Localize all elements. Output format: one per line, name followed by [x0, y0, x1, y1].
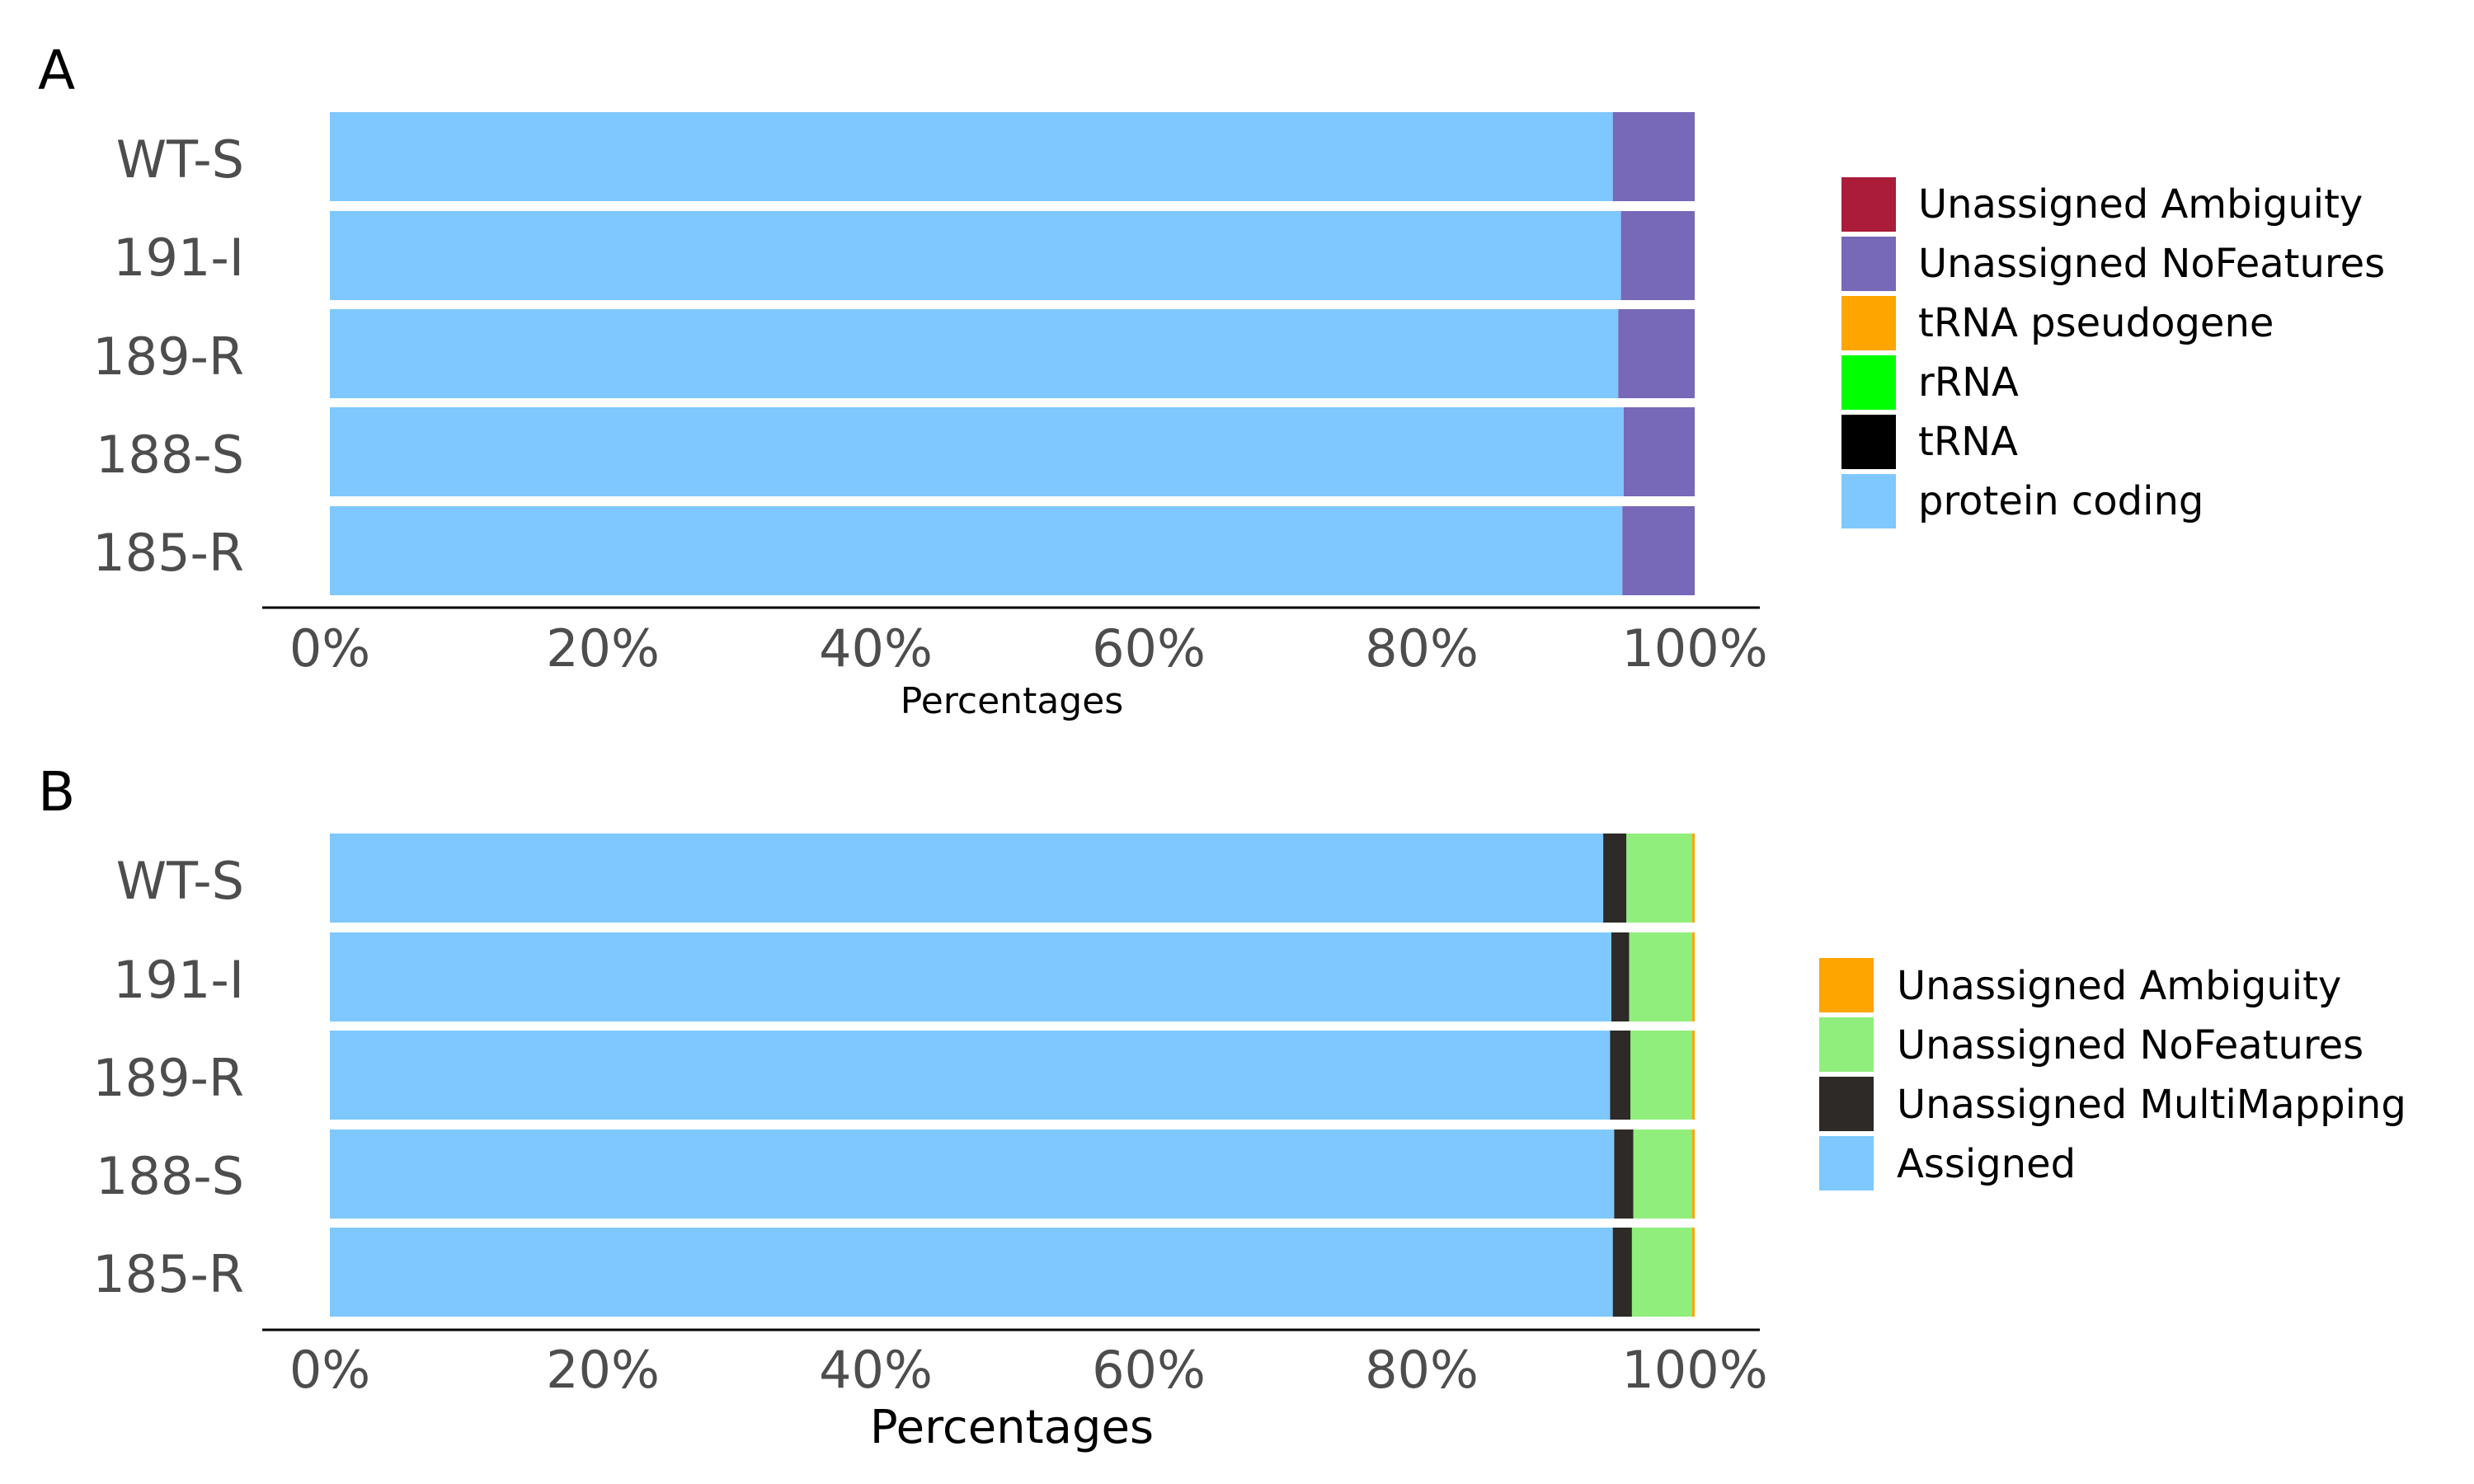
bar-segment-b-188-s-unassigned-nofeatures [1633, 1129, 1692, 1219]
x-tick-label: 20% [546, 1340, 660, 1400]
x-tick-label: 100% [1621, 618, 1767, 679]
legend-label: Unassigned MultiMapping [1897, 1082, 2406, 1128]
bar-segment-b-wt-s-unassigned-ambiguity [1691, 834, 1695, 923]
legend-swatch [1819, 1136, 1874, 1190]
x-tick-label: 20% [546, 618, 660, 679]
legend-swatch [1841, 415, 1896, 469]
panel-b-x-axis-title: Percentages [870, 1401, 1154, 1454]
x-tick-label: 40% [819, 618, 933, 679]
bar-segment-a-191-i-unassigned-nofeatures [1620, 211, 1695, 300]
legend-label: Unassigned NoFeatures [1918, 241, 2385, 287]
legend-label: tRNA [1918, 419, 2018, 465]
legend-label: rRNA [1918, 359, 2019, 406]
panel-b: B WT-S 191-I 189-R 188-S 185-R 0% 20% 40… [38, 760, 2406, 1454]
bar-segment-a-189-r-unassigned-nofeatures [1618, 309, 1695, 398]
x-tick-label: 100% [1621, 1340, 1767, 1400]
panel-a-legend: Unassigned Ambiguity Unassigned NoFeatur… [1841, 177, 2385, 528]
bar-segment-b-189-r-assigned [330, 1031, 1611, 1120]
bar-segment-a-188-s-unassigned-nofeatures [1623, 407, 1695, 496]
legend-label: protein coding [1918, 478, 2204, 524]
bar-segment-b-189-r-unassigned-multimapping [1610, 1031, 1631, 1120]
panel-a-category-labels: WT-S 191-I 189-R 188-S 185-R [92, 129, 244, 583]
category-label: 191-I [113, 228, 244, 288]
bar-segment-a-185-r-protein-coding [330, 506, 1623, 595]
legend-swatch [1841, 177, 1896, 232]
panel-b-bars [330, 834, 1695, 1317]
bar-segment-b-188-s-unassigned-ambiguity [1691, 1129, 1695, 1219]
legend-swatch [1841, 474, 1896, 528]
legend-label: Unassigned Ambiguity [1918, 181, 2363, 228]
x-tick-label: 40% [819, 1340, 933, 1400]
legend-label: Unassigned NoFeatures [1897, 1022, 2363, 1068]
panel-b-category-labels: WT-S 191-I 189-R 188-S 185-R [92, 851, 244, 1304]
x-tick-label: 60% [1092, 618, 1206, 679]
legend-swatch [1841, 355, 1896, 410]
legend-swatch [1819, 1077, 1874, 1131]
panel-b-x-ticks: 0% 20% 40% 60% 80% 100% [289, 1340, 1768, 1400]
bar-segment-b-189-r-unassigned-nofeatures [1630, 1031, 1692, 1120]
bar-segment-a-wt-s-unassigned-nofeatures [1612, 112, 1695, 201]
category-label: 189-R [92, 326, 244, 387]
category-label: 191-I [113, 950, 244, 1010]
panel-a: A WT-S 191-I 189-R 188-S 185-R 0% 20% 40… [38, 39, 2385, 722]
panel-b-legend: Unassigned Ambiguity Unassigned NoFeatur… [1819, 958, 2406, 1190]
category-label: 185-R [92, 523, 244, 583]
bar-segment-b-185-r-unassigned-nofeatures [1631, 1228, 1692, 1317]
category-label: 185-R [92, 1244, 244, 1304]
panel-a-bars [330, 112, 1695, 595]
bar-segment-a-wt-s-protein-coding [330, 112, 1613, 201]
bar-segment-b-185-r-assigned [330, 1228, 1613, 1317]
bar-segment-b-191-i-unassigned-ambiguity [1691, 932, 1695, 1021]
bar-segment-b-185-r-unassigned-ambiguity [1691, 1228, 1695, 1317]
category-label: 188-S [96, 1146, 244, 1206]
bar-segment-b-188-s-unassigned-multimapping [1614, 1129, 1634, 1219]
x-tick-label: 80% [1365, 618, 1479, 679]
x-tick-label: 80% [1365, 1340, 1479, 1400]
panel-a-x-ticks: 0% 20% 40% 60% 80% 100% [289, 618, 1768, 679]
panel-a-tag: A [38, 39, 75, 102]
bar-segment-a-189-r-protein-coding [330, 309, 1619, 398]
bar-segment-b-189-r-unassigned-ambiguity [1691, 1031, 1695, 1120]
legend-swatch [1819, 958, 1874, 1012]
bar-segment-a-188-s-protein-coding [330, 407, 1624, 496]
legend-label: tRNA pseudogene [1918, 300, 2274, 346]
legend-label: Assigned [1897, 1141, 2076, 1187]
panel-a-x-axis-title: Percentages [901, 680, 1123, 722]
legend-label: Unassigned Ambiguity [1897, 963, 2341, 1009]
panel-b-tag: B [38, 760, 75, 824]
bar-segment-b-191-i-assigned [330, 932, 1611, 1021]
x-tick-label: 60% [1092, 1340, 1206, 1400]
bar-segment-b-wt-s-assigned [330, 834, 1604, 923]
category-label: WT-S [116, 851, 244, 911]
category-label: 188-S [96, 425, 244, 485]
bar-segment-b-188-s-assigned [330, 1129, 1615, 1219]
bar-segment-b-185-r-unassigned-multimapping [1612, 1228, 1632, 1317]
legend-swatch [1841, 237, 1896, 291]
legend-swatch [1819, 1017, 1874, 1072]
category-label: WT-S [116, 129, 244, 190]
category-label: 189-R [92, 1048, 244, 1108]
bar-segment-b-191-i-unassigned-multimapping [1611, 932, 1630, 1021]
bar-segment-b-191-i-unassigned-nofeatures [1629, 932, 1692, 1021]
x-tick-label: 0% [289, 1340, 370, 1400]
legend-swatch [1841, 296, 1896, 350]
bar-segment-b-wt-s-unassigned-multimapping [1603, 834, 1627, 923]
bar-segment-a-191-i-protein-coding [330, 211, 1621, 300]
x-tick-label: 0% [289, 618, 370, 679]
bar-segment-a-185-r-unassigned-nofeatures [1622, 506, 1695, 595]
bar-segment-b-wt-s-unassigned-nofeatures [1626, 834, 1692, 923]
